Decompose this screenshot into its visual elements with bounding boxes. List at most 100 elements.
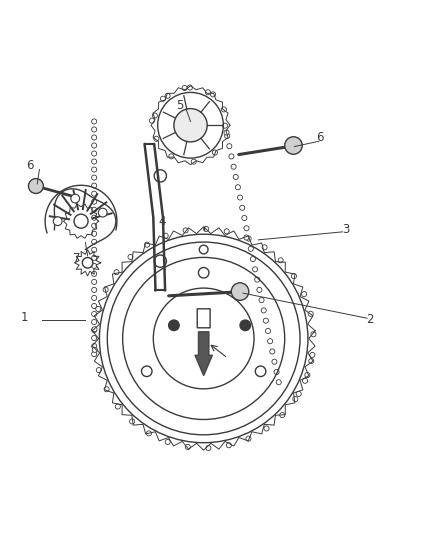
Circle shape (53, 217, 62, 225)
Circle shape (174, 109, 207, 142)
Circle shape (276, 379, 281, 385)
Circle shape (92, 348, 97, 352)
Circle shape (92, 151, 97, 156)
Circle shape (92, 231, 97, 236)
Circle shape (212, 150, 217, 155)
Circle shape (92, 183, 97, 188)
Circle shape (191, 159, 196, 164)
Circle shape (95, 306, 101, 311)
Circle shape (274, 369, 279, 375)
Circle shape (146, 431, 152, 436)
Circle shape (231, 164, 236, 169)
Circle shape (92, 287, 97, 293)
Circle shape (145, 242, 150, 247)
Circle shape (92, 303, 97, 309)
Circle shape (99, 208, 107, 217)
Circle shape (154, 136, 159, 141)
Circle shape (226, 443, 231, 448)
Circle shape (92, 167, 97, 172)
Circle shape (92, 239, 97, 244)
Circle shape (251, 256, 255, 262)
Circle shape (231, 283, 249, 300)
Text: 3: 3 (343, 223, 350, 236)
Circle shape (92, 199, 97, 204)
Circle shape (92, 327, 97, 332)
Circle shape (296, 391, 301, 397)
Circle shape (280, 413, 285, 418)
Circle shape (96, 368, 101, 373)
Circle shape (254, 277, 260, 282)
Text: 4: 4 (158, 215, 166, 228)
Circle shape (301, 292, 307, 297)
Circle shape (169, 320, 179, 330)
Circle shape (149, 118, 155, 123)
Circle shape (92, 352, 97, 357)
Circle shape (309, 359, 314, 364)
Circle shape (163, 233, 168, 238)
Text: 1: 1 (20, 311, 28, 324)
Text: 5: 5 (176, 99, 183, 112)
Circle shape (114, 270, 119, 274)
Circle shape (92, 207, 97, 212)
Circle shape (92, 311, 97, 317)
Circle shape (92, 344, 97, 349)
Circle shape (165, 93, 170, 99)
Circle shape (92, 223, 97, 228)
Circle shape (92, 263, 97, 269)
Circle shape (248, 246, 253, 252)
Circle shape (224, 130, 229, 135)
Circle shape (225, 133, 230, 139)
Circle shape (293, 397, 298, 401)
Circle shape (265, 328, 271, 334)
Circle shape (278, 258, 283, 263)
Text: 6: 6 (26, 159, 34, 172)
Polygon shape (195, 332, 212, 376)
Circle shape (233, 174, 238, 180)
Circle shape (268, 338, 273, 344)
Circle shape (261, 308, 266, 313)
Circle shape (246, 236, 251, 241)
Circle shape (130, 419, 134, 424)
Circle shape (103, 287, 108, 292)
Circle shape (303, 378, 307, 383)
Circle shape (270, 349, 275, 354)
Circle shape (257, 287, 262, 293)
Circle shape (221, 107, 226, 112)
Circle shape (263, 318, 268, 323)
Circle shape (92, 279, 97, 285)
Circle shape (210, 92, 215, 97)
Circle shape (115, 404, 120, 409)
Circle shape (183, 228, 188, 233)
Circle shape (28, 179, 43, 193)
Circle shape (264, 426, 269, 431)
Circle shape (185, 445, 190, 449)
Circle shape (82, 257, 93, 268)
Circle shape (104, 386, 109, 392)
Circle shape (206, 446, 211, 450)
Circle shape (92, 255, 97, 260)
Circle shape (272, 359, 277, 364)
Circle shape (240, 205, 245, 211)
Circle shape (92, 159, 97, 164)
Circle shape (291, 273, 297, 279)
Circle shape (244, 226, 249, 231)
Circle shape (227, 144, 232, 149)
Text: 7: 7 (73, 252, 81, 265)
Circle shape (224, 229, 229, 234)
Text: 2: 2 (366, 313, 374, 326)
Circle shape (244, 235, 249, 240)
Circle shape (204, 227, 209, 231)
Circle shape (92, 215, 97, 220)
Circle shape (92, 271, 97, 277)
Circle shape (160, 96, 166, 101)
Circle shape (182, 85, 187, 91)
Circle shape (92, 247, 97, 252)
Circle shape (187, 85, 192, 90)
Circle shape (92, 335, 97, 341)
Text: 6: 6 (316, 131, 324, 144)
Circle shape (237, 195, 243, 200)
Circle shape (285, 137, 302, 154)
Circle shape (92, 191, 97, 196)
Circle shape (262, 245, 267, 250)
Circle shape (92, 127, 97, 132)
